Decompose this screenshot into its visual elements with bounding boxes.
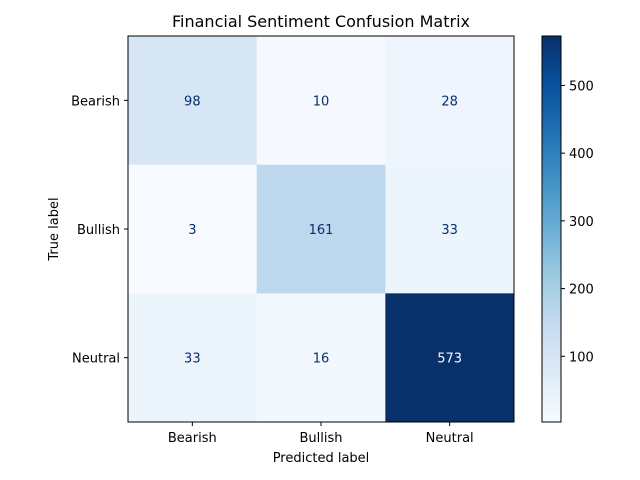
- colorbar: 100 200 300 400 500: [541, 35, 594, 423]
- heatmap-cell: [128, 36, 258, 166]
- heatmap-cell: [256, 293, 386, 423]
- colorbar-frame: [541, 35, 562, 423]
- cell-value-label: 10: [313, 94, 330, 109]
- heatmap-cell-labels: 98 10 28 3 161 33 33 16 573: [184, 94, 462, 366]
- cell-value-label: 3: [188, 223, 196, 238]
- x-axis-ticks: Bearish Bullish Neutral: [168, 422, 474, 446]
- x-tick-label: Neutral: [426, 431, 474, 446]
- x-tick-label: Bearish: [168, 431, 217, 446]
- heatmap-cell: [128, 164, 258, 294]
- cell-value-label: 16: [313, 352, 330, 367]
- colorbar-tick-label: 200: [569, 283, 594, 298]
- colorbar-ticks: 100 200 300 400 500: [561, 79, 594, 365]
- heatmap-cell: [385, 293, 515, 423]
- cell-value-label: 28: [441, 94, 458, 109]
- colorbar-tick-label: 400: [569, 147, 594, 162]
- heatmap-cell: [385, 164, 515, 294]
- heatmap-cells: [128, 36, 515, 423]
- chart-title: Financial Sentiment Confusion Matrix: [172, 12, 470, 31]
- y-tick-label: Bullish: [77, 223, 120, 238]
- y-axis-ticks: Bearish Bullish Neutral: [71, 94, 128, 367]
- colorbar-tick-label: 300: [569, 215, 594, 230]
- x-axis-label: Predicted label: [273, 451, 370, 466]
- heatmap-cell: [128, 293, 258, 423]
- cell-value-label: 98: [184, 94, 201, 109]
- heatmap-cell: [256, 164, 386, 294]
- y-tick-label: Neutral: [72, 352, 120, 367]
- cell-value-label: 161: [309, 223, 334, 238]
- colorbar-tick-label: 500: [569, 79, 594, 94]
- colorbar-gradient: [542, 36, 561, 422]
- x-tick-label: Bullish: [299, 431, 342, 446]
- y-tick-label: Bearish: [71, 94, 120, 109]
- cell-value-label: 33: [441, 223, 458, 238]
- cell-value-label: 573: [437, 352, 462, 367]
- y-axis-label: True label: [47, 197, 62, 261]
- heatmap-cell: [385, 36, 515, 166]
- cell-value-label: 33: [184, 352, 201, 367]
- colorbar-tick-label: 100: [569, 350, 594, 365]
- heatmap-cell: [256, 36, 386, 166]
